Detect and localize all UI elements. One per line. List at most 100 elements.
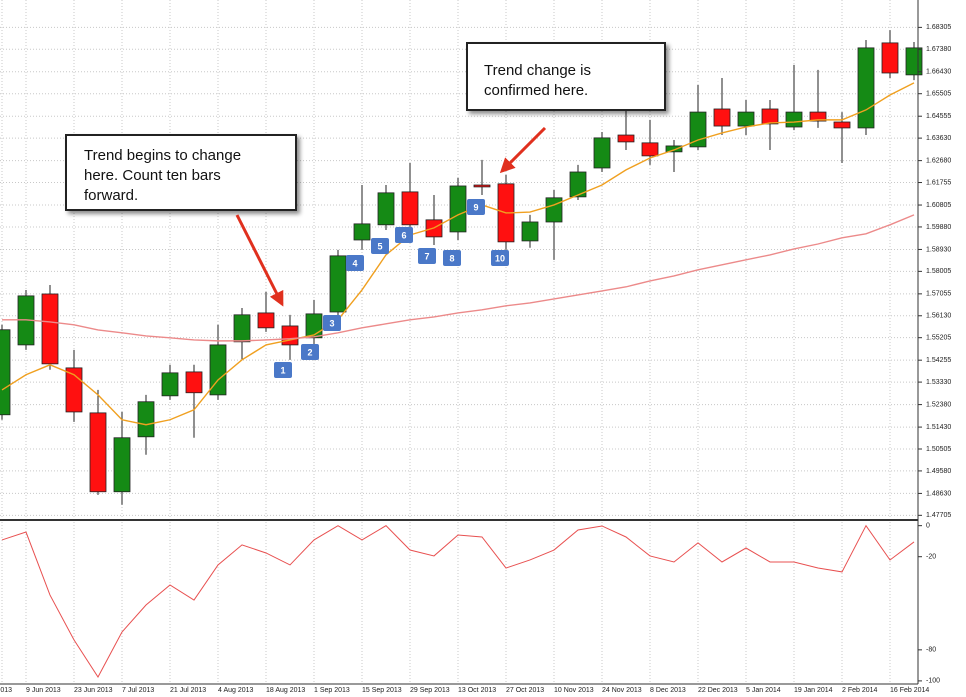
bar-label-box xyxy=(346,255,364,271)
bar-label: 3 xyxy=(329,318,334,328)
x-tick-label: 4 Aug 2013 xyxy=(218,687,254,694)
x-tick-label: 21 Jul 2013 xyxy=(170,687,206,694)
y-tick-label: 1.60805 xyxy=(926,202,951,209)
candle-body xyxy=(473,184,491,188)
x-tick-label: 1 Sep 2013 xyxy=(314,687,350,694)
bar-label: 1 xyxy=(280,365,285,375)
y-tick-label: 1.58005 xyxy=(926,268,951,275)
y-tick-label: 1.58930 xyxy=(926,246,951,253)
y-tick-label: 1.55205 xyxy=(926,335,951,342)
y-tick-label: 1.68305 xyxy=(926,24,951,31)
candle-body xyxy=(857,47,875,129)
bar-label-box xyxy=(371,238,389,254)
annotation-line: Trend change is xyxy=(484,62,591,79)
y-tick-label: 1.49580 xyxy=(926,468,951,475)
candle-body xyxy=(377,192,395,226)
y-tick-label: -80 xyxy=(926,647,936,654)
x-tick-label: 9 Jun 2013 xyxy=(26,687,61,694)
candle-body xyxy=(665,145,683,153)
x-tick-label: 18 Aug 2013 xyxy=(266,687,305,694)
bar-label-box xyxy=(301,344,319,360)
y-tick-label: 1.59880 xyxy=(926,224,951,231)
annotation-2: Trend change is confirmed here. xyxy=(466,42,666,174)
y-tick-label: 1.51430 xyxy=(926,424,951,431)
candle-body xyxy=(0,329,11,416)
candle-body xyxy=(809,111,827,122)
annotation-box xyxy=(466,42,666,111)
candle-body xyxy=(833,121,851,129)
candle-body xyxy=(89,412,107,493)
y-tick-label: 1.61755 xyxy=(926,179,951,186)
y-tick-label: 1.52380 xyxy=(926,401,951,408)
y-tick-label: 1.66430 xyxy=(926,69,951,76)
moving-average xyxy=(1,82,915,426)
candle-body xyxy=(761,108,779,125)
x-tick-label: 24 Nov 2013 xyxy=(602,687,642,694)
candle-body xyxy=(593,137,611,169)
x-tick-label: 19 Jan 2014 xyxy=(794,687,833,694)
y-tick-label: 1.64555 xyxy=(926,113,951,120)
x-tick-label: 29 Sep 2013 xyxy=(410,687,450,694)
candle-body xyxy=(185,371,203,394)
y-tick-label: 1.50505 xyxy=(926,446,951,453)
x-tick-label: 8 Dec 2013 xyxy=(650,687,686,694)
x-tick-label: 15 Sep 2013 xyxy=(362,687,402,694)
candle-body xyxy=(233,314,251,343)
bar-label-box xyxy=(467,199,485,215)
y-tick-label: 0 xyxy=(926,523,930,530)
x-tick-label: 2 Feb 2014 xyxy=(842,687,878,694)
moving-average xyxy=(2,214,915,342)
x-tick-label: 13 Oct 2013 xyxy=(458,687,496,694)
y-tick-label: 1.56130 xyxy=(926,313,951,320)
y-tick-label: -20 xyxy=(926,554,936,561)
x-tick-label: 2013 xyxy=(0,687,12,694)
candle-body xyxy=(209,344,227,396)
candle-body xyxy=(329,255,347,313)
bar-label-box xyxy=(274,362,292,378)
y-tick-label: -100 xyxy=(926,678,940,685)
candle-body xyxy=(353,223,371,241)
y-tick-label: 1.57055 xyxy=(926,291,951,298)
bar-label-box xyxy=(491,250,509,266)
candle-body xyxy=(737,111,755,127)
annotation-line: here. Count ten bars xyxy=(84,167,221,184)
x-tick-label: 22 Dec 2013 xyxy=(698,687,738,694)
annotation-line: Trend begins to change xyxy=(84,147,241,164)
candle-body xyxy=(713,108,731,127)
arrow xyxy=(235,214,284,307)
y-tick-label: 1.63630 xyxy=(926,135,951,142)
candle-body xyxy=(521,221,539,242)
annotation-1: Trend begins to change here. Count ten b… xyxy=(65,134,297,307)
oscillator-line xyxy=(1,524,915,678)
x-tick-label: 16 Feb 2014 xyxy=(890,687,929,694)
candle-body xyxy=(881,42,899,74)
y-tick-label: 1.67380 xyxy=(926,46,951,53)
bar-label: 8 xyxy=(449,253,454,263)
bar-label: 9 xyxy=(473,202,478,212)
candle-body xyxy=(41,293,59,365)
x-tick-label: 27 Oct 2013 xyxy=(506,687,544,694)
candle-body xyxy=(257,312,275,329)
y-tick-label: 1.62680 xyxy=(926,157,951,164)
x-tick-label: 10 Nov 2013 xyxy=(554,687,594,694)
candle-body xyxy=(449,185,467,233)
bar-label: 7 xyxy=(424,251,429,261)
candle-body xyxy=(785,111,803,128)
bar-label-box xyxy=(323,315,341,331)
annotation-line: confirmed here. xyxy=(484,82,588,99)
annotation-line: forward. xyxy=(84,187,138,204)
bar-label-box xyxy=(418,248,436,264)
bar-label: 5 xyxy=(377,241,382,251)
bar-label: 2 xyxy=(307,347,312,357)
y-tick-label: 1.54255 xyxy=(926,357,951,364)
y-tick-label: 1.47705 xyxy=(926,512,951,519)
candle-body xyxy=(905,47,923,76)
bar-label-box xyxy=(443,250,461,266)
bar-label: 6 xyxy=(401,230,406,240)
candle-body xyxy=(569,171,587,198)
candle-body xyxy=(641,142,659,157)
candle-body xyxy=(281,325,299,346)
bar-label: 4 xyxy=(352,258,357,268)
candle-body xyxy=(113,437,131,493)
